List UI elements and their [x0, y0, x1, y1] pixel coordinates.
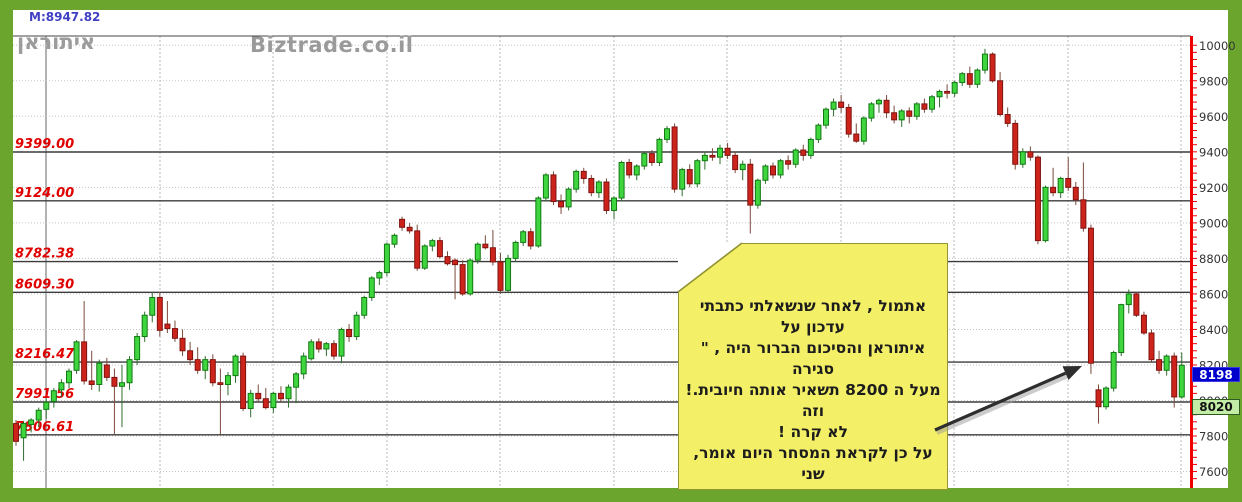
chart-plot-area: [13, 10, 1228, 488]
note-line: דברים.: [685, 485, 941, 490]
annotation-note-text: אתמול , לאחר שנשאלתי כתבתי עדכון על איתו…: [679, 294, 947, 490]
note-line: לא קרה !: [778, 423, 848, 441]
note-line: מעל ה 8200 תשאיר אותה חיובית.! וזה: [685, 381, 941, 420]
ticker-name: איתוראן: [17, 30, 96, 54]
site-watermark: Biztrade.co.il: [250, 33, 414, 57]
note-line: איתוראן והסיכום הברור היה , " סגירה: [700, 339, 926, 378]
moving-average-label: M:8947.82: [29, 10, 101, 24]
note-line: אתמול , לאחר שנשאלתי כתבתי עדכון על: [699, 297, 927, 336]
note-line: על כן לקראת המסחר היום אומר, שני: [693, 444, 933, 483]
last-price-box: 8198: [1192, 367, 1240, 382]
note-folded-corner: [677, 242, 743, 293]
reference-price-box: 8020: [1192, 399, 1240, 415]
